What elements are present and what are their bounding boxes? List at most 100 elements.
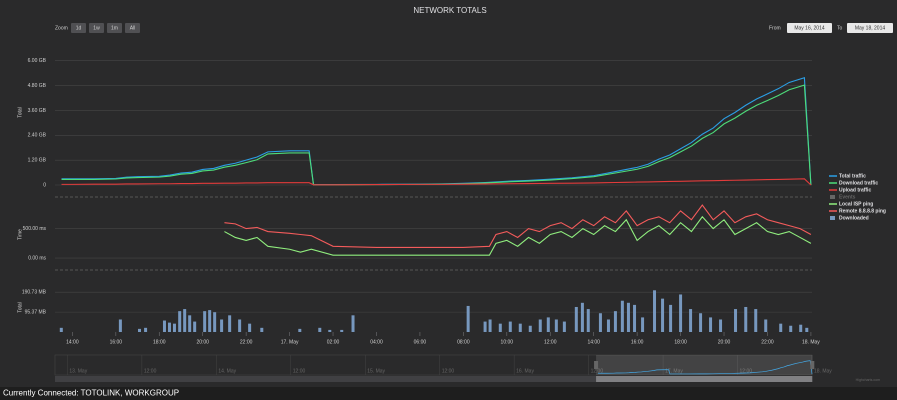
x-tick-label: 04:00 — [370, 339, 383, 345]
x-tick-label: 16:00 — [110, 339, 123, 345]
zoom-button[interactable] — [125, 23, 140, 33]
x-tick-label: 22:00 — [240, 339, 253, 345]
bar — [188, 315, 192, 332]
bar — [734, 309, 738, 332]
y-tick-label: 3.60 GB — [28, 108, 47, 114]
series-line — [224, 215, 812, 256]
bar — [328, 329, 332, 332]
to-label: To — [837, 25, 843, 31]
bar — [167, 322, 171, 332]
x-tick-label: 10:00 — [501, 339, 514, 345]
from-label: From — [769, 25, 781, 31]
bar — [483, 321, 487, 332]
y-axis-title: Total — [17, 302, 23, 313]
bar — [754, 309, 758, 332]
credits: Highcharts.com — [856, 378, 880, 382]
x-tick-label: 20:00 — [718, 339, 731, 345]
zoom-button[interactable] — [89, 23, 104, 33]
y-tick-label: 190.73 MB — [22, 290, 47, 296]
x-tick-label: 02:00 — [327, 339, 340, 345]
bar — [137, 328, 141, 332]
bar — [613, 311, 617, 332]
bar — [318, 327, 322, 332]
bar — [162, 320, 166, 332]
y-tick-label: 0.00 ms — [28, 255, 46, 261]
zoom-button[interactable] — [107, 23, 122, 33]
legend-label[interactable]: Total traffic — [839, 173, 866, 179]
navigator-handle[interactable] — [810, 361, 815, 369]
navigator-series — [597, 360, 813, 375]
y-tick-label: 4.80 GB — [28, 83, 47, 89]
bar — [779, 323, 783, 332]
zoom-button-label[interactable]: 1m — [111, 25, 118, 31]
bar — [340, 329, 344, 332]
bar — [606, 319, 610, 332]
bar — [653, 290, 657, 332]
bar — [586, 309, 590, 332]
zoom-button[interactable] — [71, 23, 86, 33]
to-input[interactable] — [847, 23, 893, 33]
legend-label[interactable]: Remote 8.8.8.8 ping — [839, 208, 886, 214]
bar — [764, 319, 768, 332]
y-axis-title: Total — [17, 107, 23, 118]
x-tick-label: 22:00 — [761, 339, 774, 345]
legend-label[interactable]: Download traffic — [839, 180, 878, 186]
status-bar — [0, 387, 897, 400]
zoom-button-label[interactable]: All — [130, 25, 136, 31]
x-tick-label: 18. May — [802, 339, 820, 345]
from-input[interactable] — [787, 23, 832, 33]
navigator-selection[interactable] — [596, 355, 813, 375]
bar — [248, 323, 252, 332]
navigator-tick-label: 12:00 — [293, 368, 306, 374]
bar — [709, 317, 713, 332]
navigator-handle[interactable] — [594, 361, 599, 369]
bar — [641, 317, 645, 332]
bar — [203, 311, 207, 332]
bar — [598, 313, 602, 332]
navigator-tick-label: 13. May — [69, 368, 87, 374]
legend-marker[interactable] — [830, 195, 835, 199]
x-tick-label: 12:00 — [544, 339, 557, 345]
navigator-tick-label: 16. May — [516, 368, 534, 374]
legend-marker[interactable] — [830, 216, 835, 220]
bar — [172, 323, 176, 332]
bar — [689, 309, 693, 332]
y-tick-label: 1.20 GB — [28, 157, 47, 163]
x-tick-label: 14:00 — [66, 339, 79, 345]
legend-label[interactable]: Upload traffic — [839, 187, 871, 193]
bar — [466, 305, 470, 332]
zoom-button-label[interactable]: 1d — [76, 25, 82, 31]
bar — [580, 302, 584, 332]
bar — [178, 311, 182, 332]
bar — [488, 319, 492, 332]
bar — [626, 302, 630, 332]
bar — [228, 315, 232, 332]
bar — [298, 328, 302, 332]
scrollbar-track[interactable] — [55, 376, 812, 382]
to-date[interactable]: May 18, 2014 — [855, 25, 886, 31]
legend-label[interactable]: Events — [839, 194, 856, 200]
bar — [620, 300, 624, 332]
scrollbar-thumb[interactable] — [596, 376, 813, 382]
bar — [789, 325, 793, 332]
bar — [744, 306, 748, 332]
navigator-tick-label: 12:00 — [740, 368, 753, 374]
legend-label[interactable]: Downloaded — [839, 215, 869, 221]
x-tick-label: 14:00 — [587, 339, 600, 345]
from-date[interactable]: May 16, 2014 — [794, 25, 825, 31]
series-line — [224, 204, 812, 249]
y-tick-label: 0 — [43, 182, 46, 188]
legend-label[interactable]: Local ISP ping — [839, 201, 873, 207]
bar — [554, 319, 558, 332]
zoom-button-label[interactable]: 1w — [93, 25, 100, 31]
bar — [546, 317, 550, 332]
bar — [679, 294, 683, 332]
bar — [518, 323, 522, 332]
bar — [213, 312, 217, 332]
y-tick-label: 6.00 GB — [28, 58, 47, 64]
navigator-tick-label: 14. May — [218, 368, 236, 374]
navigator-tick-label: 12:00 — [591, 368, 604, 374]
bar — [661, 298, 665, 332]
x-tick-label: 06:00 — [414, 339, 427, 345]
